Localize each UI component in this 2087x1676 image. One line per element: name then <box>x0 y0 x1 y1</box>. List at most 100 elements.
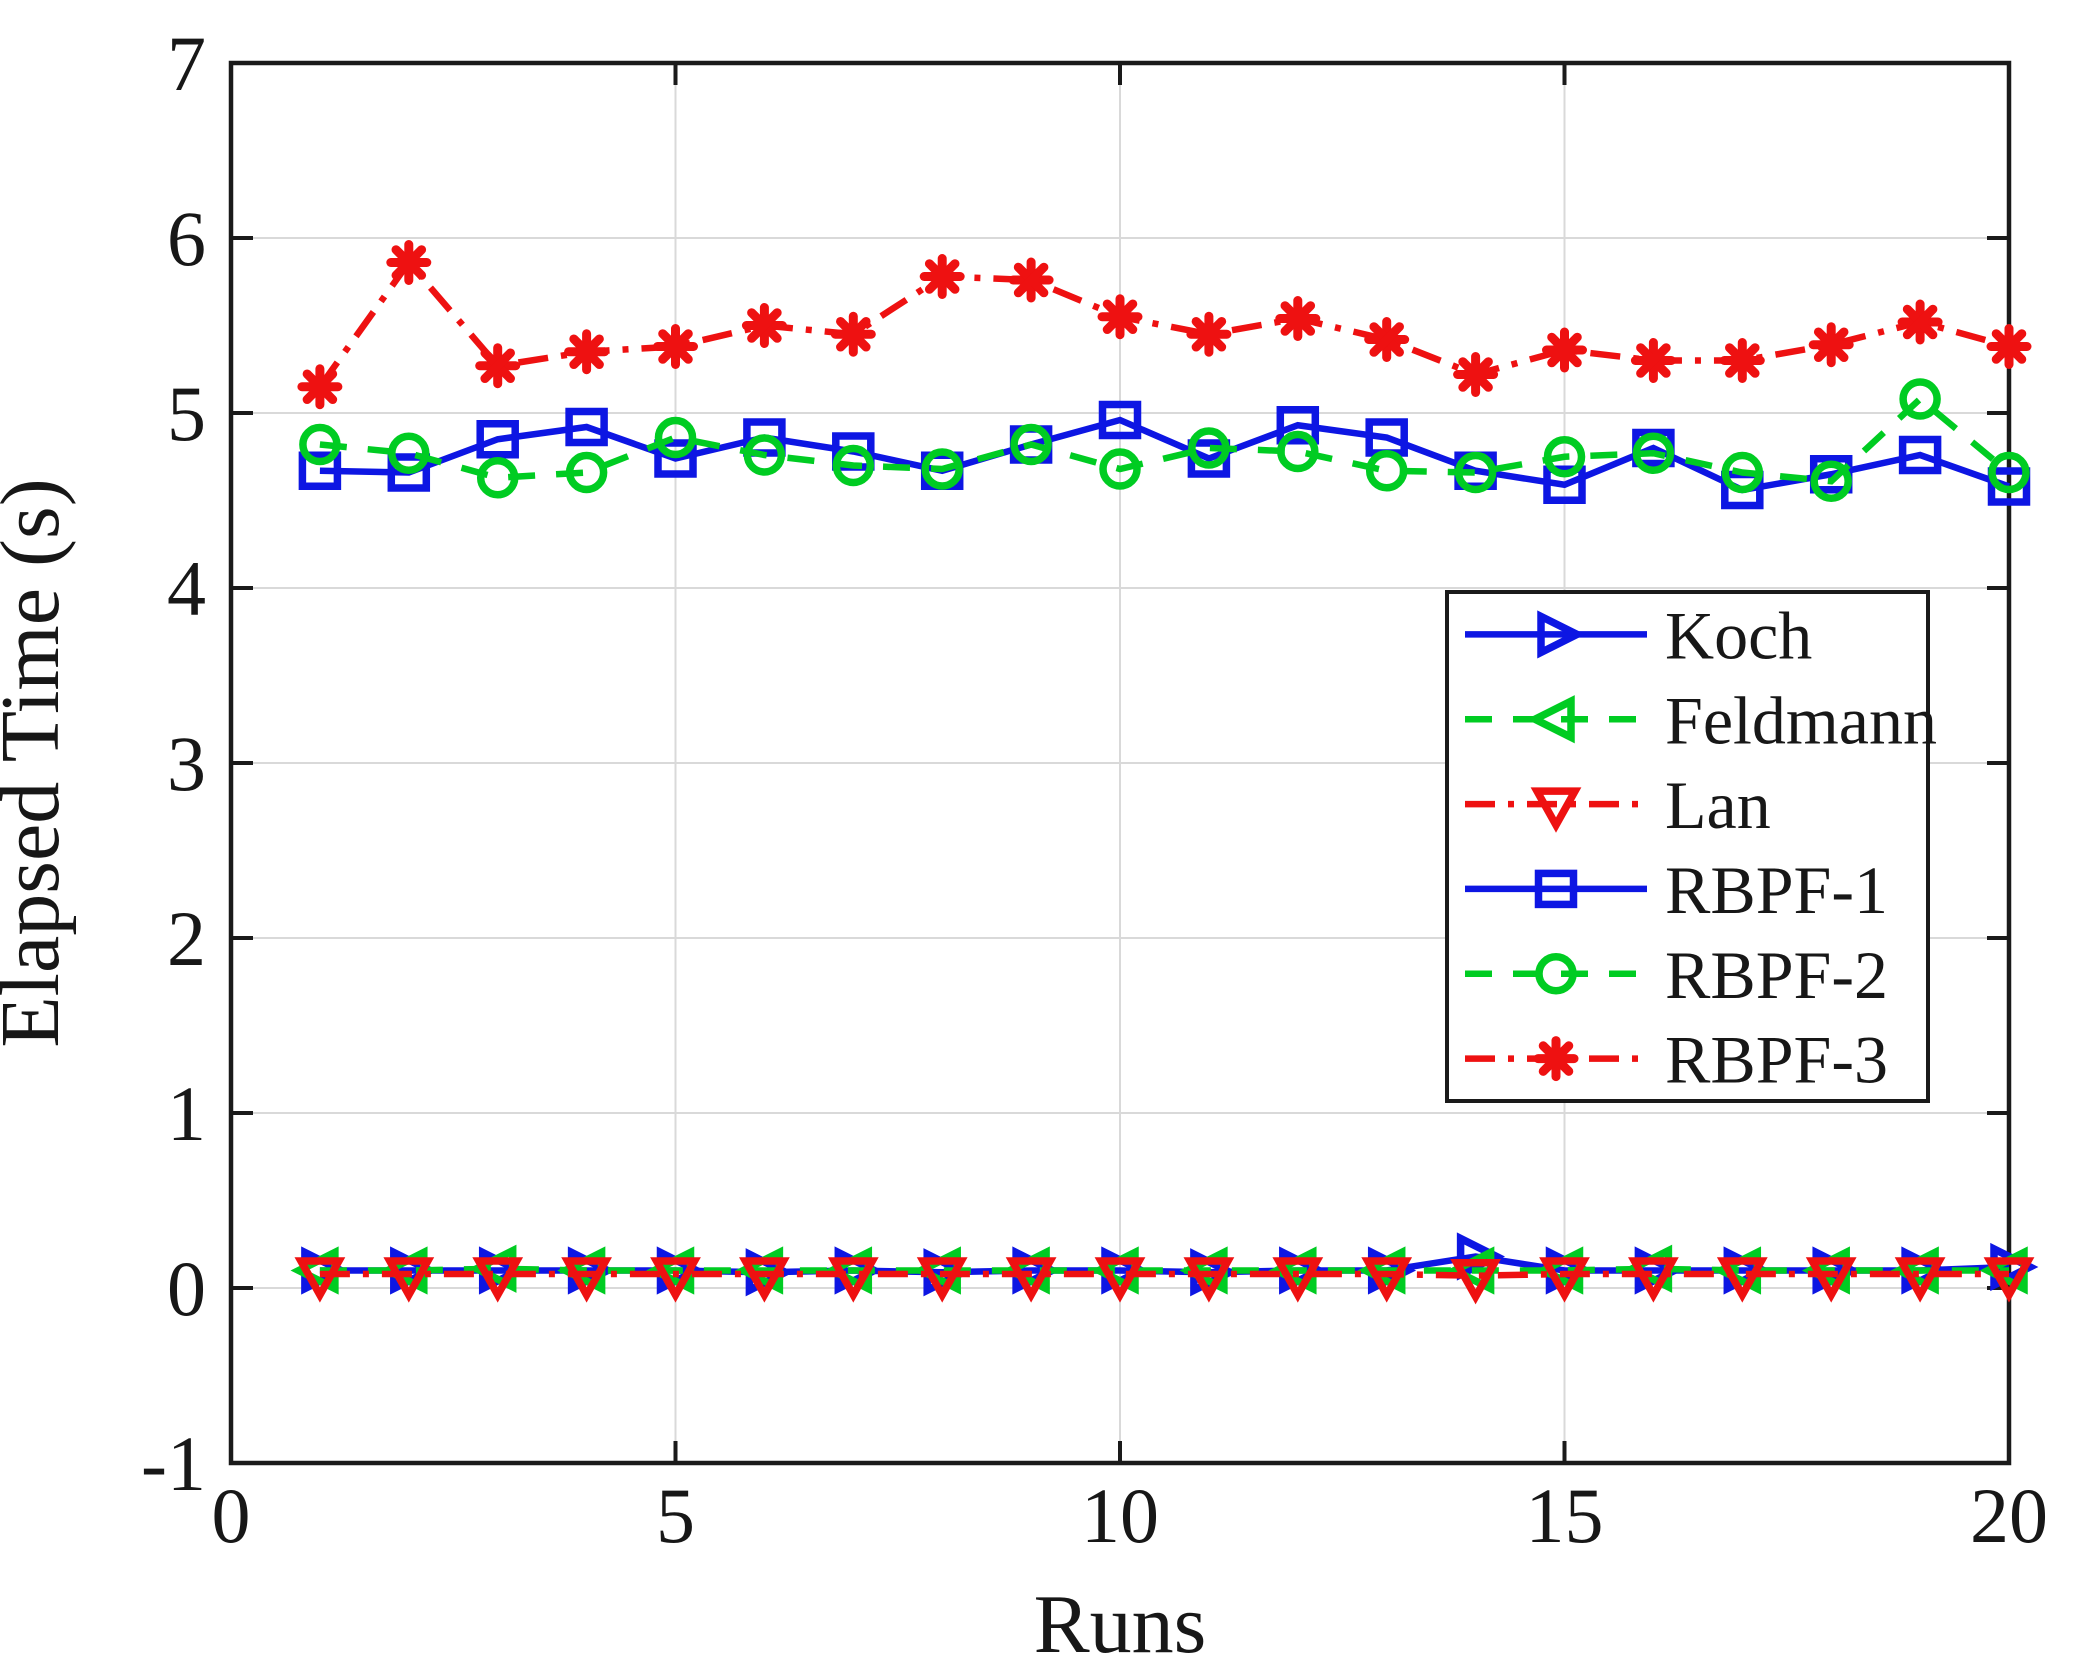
legend-entry-feldmann: Feldmann <box>1465 682 1937 758</box>
circle-marker-rbpf-2-run-1 <box>299 423 341 466</box>
square-marker-rbpf-1-run-1 <box>298 451 342 490</box>
asterisk-icon <box>1533 1036 1579 1082</box>
triangle-down-marker-lan-run-6 <box>739 1257 790 1303</box>
triangle-down-marker-lan-run-7 <box>827 1257 879 1303</box>
legend-entry-rbpf-2: RBPF-2 <box>1465 937 1888 1013</box>
asterisk-arm <box>1191 316 1227 352</box>
y-tick-label-6: 6 <box>167 195 206 282</box>
square-marker-rbpf-1-run-4 <box>565 407 608 447</box>
x-tick-label-10: 10 <box>1081 1472 1159 1559</box>
asterisk-arm <box>480 348 515 384</box>
circle-marker-rbpf-2-run-13 <box>1365 450 1408 492</box>
legend-box <box>1445 590 1930 1103</box>
square-marker-rbpf-1-run-3 <box>476 420 519 459</box>
asterisk-arm <box>391 245 427 280</box>
asterisk-arm <box>1458 357 1493 392</box>
circle-marker-rbpf-2-run-8 <box>921 448 963 490</box>
asterisk-marker-rbpf-3-run-17 <box>1719 338 1765 383</box>
legend-label-rbpf-3: RBPF-3 <box>1665 1022 1888 1098</box>
asterisk-marker-rbpf-3-run-11 <box>1186 311 1232 357</box>
triangle-down-icon <box>1530 787 1582 833</box>
legend-label-rbpf-1: RBPF-1 <box>1665 852 1888 928</box>
y-tick-label--1: -1 <box>141 1420 206 1507</box>
circle-marker-rbpf-2-run-14 <box>1454 451 1497 494</box>
circle-marker-rbpf-2-run-5 <box>654 416 697 459</box>
triangle-down-marker-lan-run-2 <box>383 1257 435 1303</box>
asterisk-arm <box>569 334 604 370</box>
series-lan <box>294 1257 2035 1305</box>
asterisk-arm <box>1280 301 1316 336</box>
x-tick-label-15: 15 <box>1526 1472 1604 1559</box>
x-tick-label-20: 20 <box>1970 1472 2048 1559</box>
legend-entry-lan: Lan <box>1465 767 1771 843</box>
asterisk-arm <box>302 369 338 405</box>
circle-marker-rbpf-2-run-15 <box>1543 436 1586 478</box>
triangle-down-marker-lan-run-20 <box>1983 1257 2035 1303</box>
circle-marker-rbpf-2-run-6 <box>743 434 786 476</box>
square-marker-rbpf-1-run-20 <box>1987 467 2031 506</box>
asterisk-marker-rbpf-3-run-5 <box>653 324 698 369</box>
series-layer <box>290 240 2039 1305</box>
legend-entry-koch: Koch <box>1465 597 1812 673</box>
circle-marker-rbpf-2-run-11 <box>1188 427 1230 469</box>
asterisk-arm <box>1725 343 1760 378</box>
asterisk-arm <box>1013 262 1049 298</box>
asterisk-arm <box>1991 329 2027 364</box>
triangle-down-marker-lan-run-9 <box>1005 1257 1057 1303</box>
asterisk-marker-rbpf-3-run-18 <box>1808 322 1854 368</box>
asterisk-marker-rbpf-3-run-3 <box>475 343 521 389</box>
circle-marker-rbpf-2-run-3 <box>476 457 519 499</box>
triangle-down-marker-lan-run-3 <box>472 1257 524 1303</box>
y-tick-label-7: 7 <box>167 20 206 107</box>
legend-label-lan: Lan <box>1665 767 1771 843</box>
asterisk-arm <box>1538 1041 1574 1076</box>
asterisk-marker-rbpf-3-run-4 <box>564 329 610 375</box>
square-marker-rbpf-1-run-15 <box>1543 465 1586 504</box>
legend-entry-rbpf-1: RBPF-1 <box>1465 852 1888 928</box>
asterisk-arm <box>1902 304 1938 340</box>
circle-marker-rbpf-2-run-17 <box>1721 451 1764 494</box>
legend-layer: Koch Feldmann Lan RBPF-1 RBPF-2 RBPF-3 <box>1445 590 1937 1103</box>
asterisk-arm <box>1813 327 1849 363</box>
triangle-down-marker-lan-run-5 <box>650 1257 701 1303</box>
asterisk-marker-rbpf-3-run-13 <box>1364 317 1410 362</box>
triangle-down-marker-lan-run-4 <box>561 1257 612 1303</box>
asterisk-arm <box>1369 322 1404 357</box>
square-marker-rbpf-1-run-5 <box>654 439 697 478</box>
asterisk-marker-rbpf-3-run-12 <box>1275 296 1321 341</box>
triangle-down-marker-lan-run-10 <box>1094 1257 1146 1303</box>
triangle-down-marker-lan-run-19 <box>1894 1257 1946 1303</box>
square-marker-rbpf-1-run-19 <box>1898 435 1942 475</box>
circle-marker-rbpf-2-run-18 <box>1810 460 1852 502</box>
asterisk-marker-rbpf-3-run-6 <box>741 303 787 348</box>
circle-marker-rbpf-2-run-19 <box>1899 378 1941 420</box>
triangle-down-marker-lan-run-13 <box>1361 1257 1413 1303</box>
y-axis-label: Elapsed Time (s) <box>0 478 77 1047</box>
triangle-down-marker-lan-run-15 <box>1539 1257 1590 1303</box>
circle-marker-rbpf-2-run-12 <box>1277 430 1319 473</box>
legend-label-feldmann: Feldmann <box>1665 682 1937 758</box>
square-icon <box>1534 869 1578 909</box>
triangle-down-marker-lan-run-17 <box>1716 1257 1768 1303</box>
series-koch <box>301 1232 2039 1297</box>
triangle-down-marker-lan-run-11 <box>1183 1257 1235 1303</box>
legend-label-rbpf-2: RBPF-2 <box>1665 937 1888 1013</box>
y-tick-label-5: 5 <box>167 370 206 457</box>
triangle-left-icon <box>1526 695 1575 744</box>
square-marker-rbpf-1-run-12 <box>1276 406 1320 445</box>
series-line-rbpf-2 <box>319 394 2012 485</box>
asterisk-marker-rbpf-3-run-9 <box>1008 257 1054 303</box>
x-axis-label: Runs <box>1034 1578 1207 1671</box>
circle-icon <box>1535 953 1577 995</box>
circle-marker-rbpf-2-run-10 <box>1099 448 1141 490</box>
x-tick-label-0: 0 <box>212 1472 251 1559</box>
x-tick-label-5: 5 <box>656 1472 695 1559</box>
circle-marker-rbpf-2-run-2 <box>388 432 430 474</box>
triangle-down-marker-lan-run-8 <box>916 1257 968 1303</box>
series-rbpf-2 <box>299 378 2030 502</box>
asterisk-marker-rbpf-3-run-20 <box>1986 324 2032 369</box>
circle-marker-rbpf-2-run-4 <box>565 451 608 494</box>
asterisk-marker-rbpf-3-run-8 <box>919 254 965 299</box>
